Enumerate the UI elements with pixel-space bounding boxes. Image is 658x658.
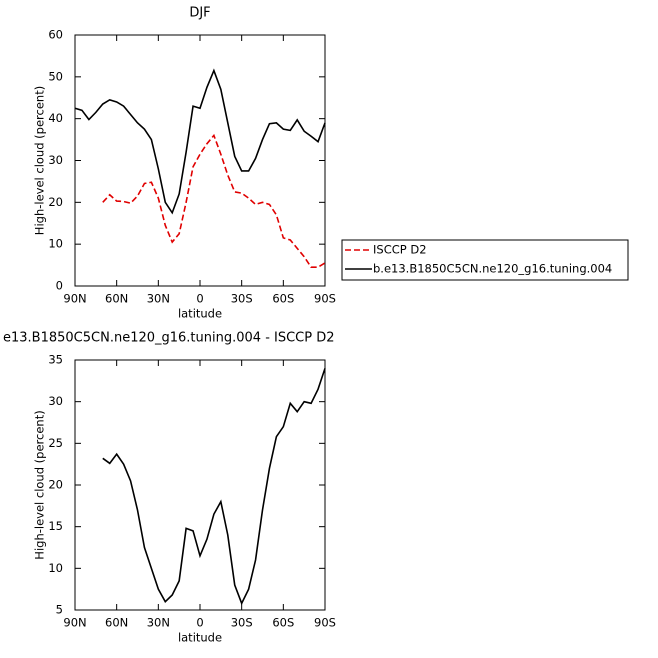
x-tick-label: 60N xyxy=(105,292,128,306)
y-tick-label: 25 xyxy=(48,436,63,450)
legend-label: ISCCP D2 xyxy=(373,243,427,257)
y-tick-label: 60 xyxy=(48,28,63,42)
x-tick-label: 30S xyxy=(231,616,253,630)
x-axis-label: latitude xyxy=(178,307,222,321)
y-tick-label: 50 xyxy=(48,69,63,83)
y-tick-label: 30 xyxy=(48,394,63,408)
x-tick-label: 90N xyxy=(63,616,86,630)
y-tick-label: 15 xyxy=(48,519,63,533)
y-tick-label: 20 xyxy=(48,478,63,492)
x-tick-label: 60S xyxy=(272,616,294,630)
x-tick-label: 30S xyxy=(231,292,253,306)
plot-frame xyxy=(74,359,326,611)
y-tick-label: 10 xyxy=(48,237,63,251)
x-tick-label: 90N xyxy=(63,292,86,306)
x-tick-label: 30N xyxy=(147,616,170,630)
plot-frame xyxy=(74,34,326,287)
x-tick-label: 90S xyxy=(314,616,336,630)
x-tick-label: 0 xyxy=(196,292,203,306)
x-tick-label: 60N xyxy=(105,616,128,630)
y-tick-label: 40 xyxy=(48,111,63,125)
chart-title: e13.B1850C5CN.ne120_g16.tuning.004 - ISC… xyxy=(3,331,335,346)
data-line xyxy=(74,68,326,215)
y-tick-label: 5 xyxy=(56,603,63,617)
x-tick-label: 30N xyxy=(147,292,170,306)
y-axis-label: High-level cloud (percent) xyxy=(33,86,47,235)
chart-title: DJF xyxy=(189,6,210,21)
data-line xyxy=(102,133,326,268)
y-tick-label: 35 xyxy=(48,353,63,367)
y-tick-label: 30 xyxy=(48,153,63,167)
x-tick-label: 60S xyxy=(272,292,294,306)
y-axis-label: High-level cloud (percent) xyxy=(33,410,47,559)
x-tick-label: 0 xyxy=(196,616,203,630)
x-tick-label: 90S xyxy=(314,292,336,306)
y-tick-label: 10 xyxy=(48,561,63,575)
y-tick-label: 20 xyxy=(48,195,63,209)
y-tick-label: 0 xyxy=(56,279,63,293)
data-line xyxy=(102,368,326,606)
legend-box xyxy=(341,239,629,281)
x-axis-label: latitude xyxy=(178,631,222,645)
legend-label: b.e13.B1850C5CN.ne120_g16.tuning.004 xyxy=(373,262,612,276)
